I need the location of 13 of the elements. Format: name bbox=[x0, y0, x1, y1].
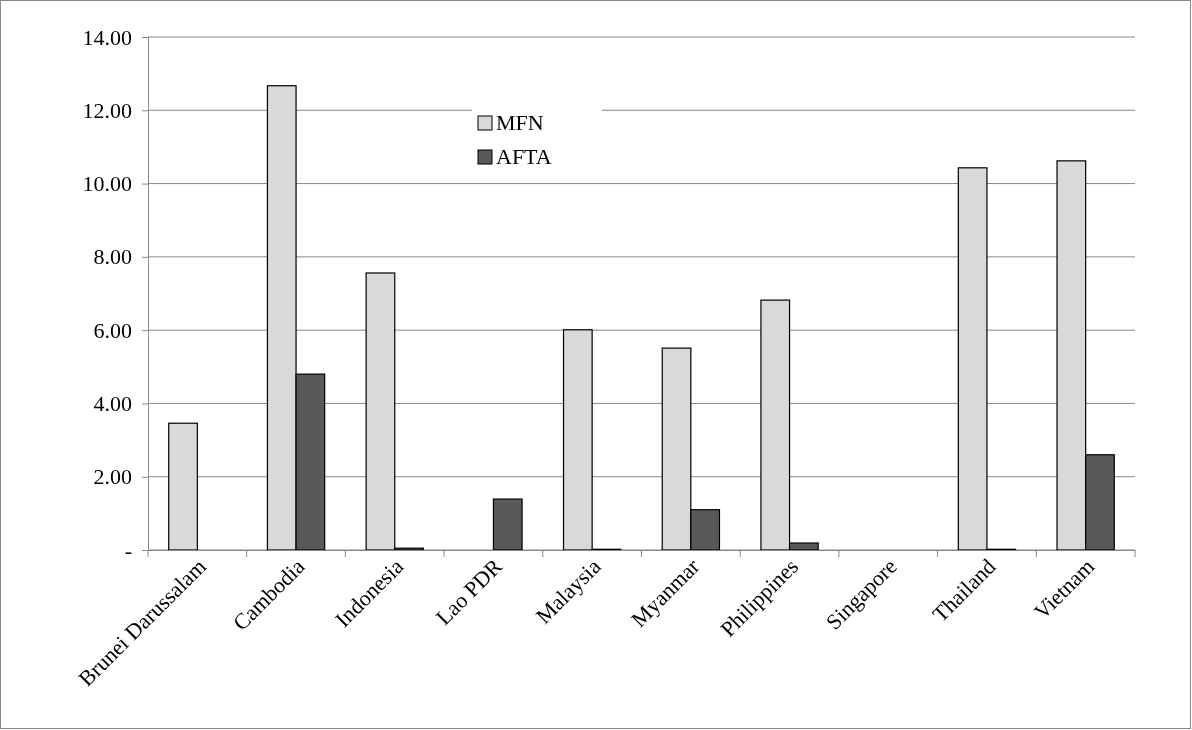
y-tick-label: 6.00 bbox=[93, 317, 132, 343]
legend-label: MFN bbox=[496, 110, 544, 135]
y-tick-label: - bbox=[124, 537, 132, 563]
bar bbox=[168, 422, 198, 551]
legend-label: AFTA bbox=[496, 144, 552, 169]
y-tick-label: 14.00 bbox=[82, 24, 132, 50]
bar bbox=[492, 498, 523, 551]
y-tick-label: 4.00 bbox=[93, 390, 132, 416]
y-tick-label: 10.00 bbox=[82, 171, 132, 197]
x-tick-label: Lao PDR bbox=[430, 553, 508, 630]
y-tick-label: 12.00 bbox=[82, 97, 132, 123]
y-tick-label: 2.00 bbox=[93, 464, 132, 490]
y-tick-label: 8.00 bbox=[93, 244, 132, 270]
